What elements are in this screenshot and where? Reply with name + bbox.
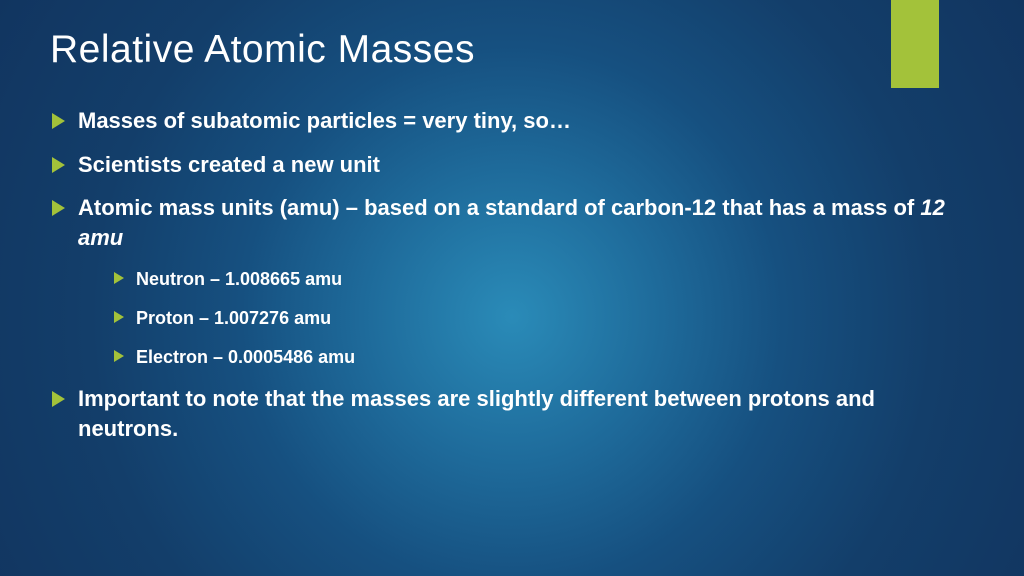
sub-bullet-list: Neutron – 1.008665 amu Proton – 1.007276… [112, 267, 974, 371]
sub-bullet-text: Electron – 0.0005486 amu [136, 347, 355, 367]
slide-content: Relative Atomic Masses Masses of subatom… [0, 0, 1024, 444]
slide-title: Relative Atomic Masses [50, 28, 974, 72]
sub-bullet-item: Electron – 0.0005486 amu [112, 345, 974, 370]
bullet-list: Masses of subatomic particles = very tin… [50, 106, 974, 444]
bullet-text: Masses of subatomic particles = very tin… [78, 108, 571, 133]
bullet-text: Scientists created a new unit [78, 152, 380, 177]
sub-bullet-item: Proton – 1.007276 amu [112, 306, 974, 331]
bullet-text: Important to note that the masses are sl… [78, 386, 875, 441]
sub-bullet-item: Neutron – 1.008665 amu [112, 267, 974, 292]
bullet-item: Important to note that the masses are sl… [50, 384, 974, 443]
bullet-item: Masses of subatomic particles = very tin… [50, 106, 974, 136]
bullet-item: Scientists created a new unit [50, 150, 974, 180]
bullet-text: Atomic mass units (amu) – based on a sta… [78, 195, 920, 220]
sub-bullet-text: Proton – 1.007276 amu [136, 308, 331, 328]
sub-bullet-text: Neutron – 1.008665 amu [136, 269, 342, 289]
bullet-item: Atomic mass units (amu) – based on a sta… [50, 193, 974, 370]
